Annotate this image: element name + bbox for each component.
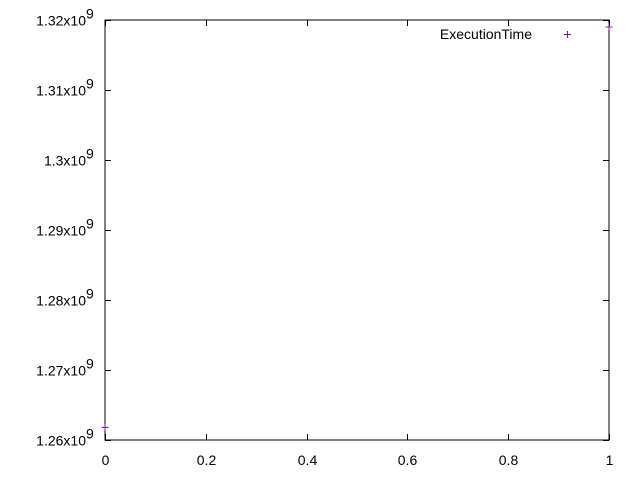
y-tick-label-exponent: 9: [86, 146, 94, 162]
legend-marker: [564, 31, 571, 38]
y-tick-label: 1.26x10: [36, 433, 86, 449]
y-tick-label: 1.29x10: [36, 223, 86, 239]
x-tick-label: 1: [606, 452, 614, 468]
x-axis: 0 0.2 0.4 0.6 0.8 1: [102, 20, 614, 468]
series-marks: [101, 23, 613, 431]
data-point: [605, 23, 613, 31]
x-tick-label: 0.6: [398, 452, 418, 468]
legend: ExecutionTime: [440, 26, 571, 42]
y-tick-label-exponent: 9: [86, 426, 94, 442]
legend-label: ExecutionTime: [440, 26, 532, 42]
legend-plus: [564, 31, 571, 38]
y-tick-label-exponent: 9: [86, 76, 94, 92]
y-tick-label: 1.27x10: [36, 363, 86, 379]
plot-border: [104, 19, 610, 441]
plot-frame: [104, 19, 610, 441]
y-tick-label-exponent: 9: [86, 6, 94, 22]
x-tick-label: 0: [102, 452, 110, 468]
y-tick-label: 1.28x10: [36, 293, 86, 309]
y-tick-label: 1.31x10: [36, 83, 86, 99]
y-tick-label-exponent: 9: [86, 286, 94, 302]
y-tick-label: 1.32x10: [36, 13, 86, 29]
y-tick-label-exponent: 9: [86, 216, 94, 232]
x-tick-label: 0.8: [499, 452, 519, 468]
y-axis: 1.26x10 91.27x10 91.28x10 91.29x10 91.3x10 91…: [36, 6, 609, 449]
y-tick-label-exponent: 9: [86, 356, 94, 372]
x-tick-label: 0.2: [197, 452, 217, 468]
x-tick-label: 0.4: [298, 452, 318, 468]
y-tick-label: 1.3x10: [44, 153, 86, 169]
data-point: [101, 423, 109, 431]
